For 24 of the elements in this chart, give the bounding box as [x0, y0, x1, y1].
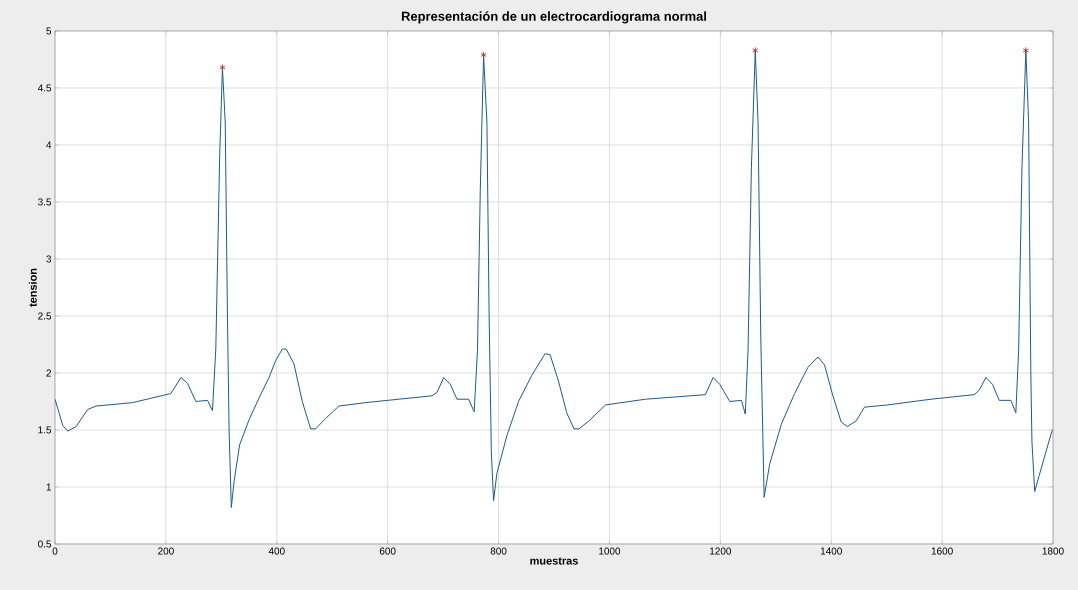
y-tick-label: 3.5 [38, 198, 52, 206]
x-tick-label: 1200 [710, 547, 732, 555]
y-tick-label: 1 [46, 483, 52, 491]
y-tick-label: 4.5 [37, 84, 52, 92]
x-tick-label: 200 [158, 547, 174, 555]
y-axis-title: tension [28, 268, 37, 307]
chart-title: Representación de un electrocardiograma normal [401, 11, 707, 24]
x-tick-label: 0 [52, 547, 58, 555]
x-tick-label: 1400 [820, 547, 842, 555]
y-tick-label: 2.5 [38, 312, 52, 320]
line-series [55, 49, 1053, 508]
y-tick-label: 0.5 [38, 540, 52, 548]
y-tick-label: 4 [46, 141, 52, 149]
y-tick-label: 2 [46, 369, 51, 377]
x-tick-label: 1600 [931, 547, 953, 555]
x-tick-label: 600 [379, 547, 396, 555]
y-tick-label: 1.5 [38, 426, 52, 434]
y-tick-label: 3 [46, 255, 52, 263]
x-tick-label: 400 [268, 547, 285, 555]
x-tick-label: 1000 [599, 547, 621, 555]
x-tick-label: 800 [490, 547, 507, 555]
x-tick-label: 1800 [1042, 547, 1064, 555]
y-tick-label: 5 [46, 27, 52, 35]
x-axis-title: muestras [530, 557, 578, 565]
